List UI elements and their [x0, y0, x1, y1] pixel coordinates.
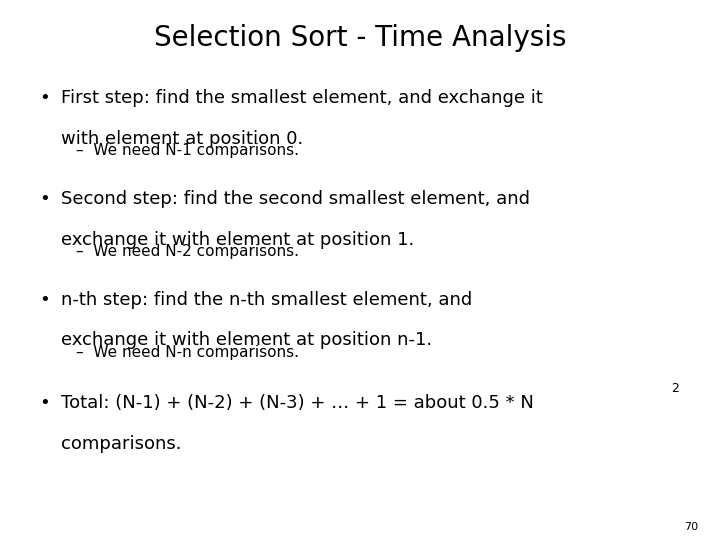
Text: exchange it with element at position 1.: exchange it with element at position 1. — [61, 231, 415, 248]
Text: 70: 70 — [684, 522, 698, 532]
Text: •: • — [40, 190, 50, 208]
Text: Total: (N-1) + (N-2) + (N-3) + … + 1 = about 0.5 * N: Total: (N-1) + (N-2) + (N-3) + … + 1 = a… — [61, 394, 534, 412]
Text: –  We need N-n comparisons.: – We need N-n comparisons. — [76, 345, 299, 360]
Text: –  We need N-2 comparisons.: – We need N-2 comparisons. — [76, 244, 299, 259]
Text: Selection Sort - Time Analysis: Selection Sort - Time Analysis — [154, 24, 566, 52]
Text: Second step: find the second smallest element, and: Second step: find the second smallest el… — [61, 190, 530, 208]
Text: 2: 2 — [671, 382, 679, 395]
Text: First step: find the smallest element, and exchange it: First step: find the smallest element, a… — [61, 89, 543, 107]
Text: n-th step: find the n-th smallest element, and: n-th step: find the n-th smallest elemen… — [61, 291, 472, 308]
Text: comparisons.: comparisons. — [61, 435, 181, 453]
Text: •: • — [40, 394, 50, 412]
Text: •: • — [40, 291, 50, 308]
Text: exchange it with element at position n-1.: exchange it with element at position n-1… — [61, 331, 432, 349]
Text: –  We need N-1 comparisons.: – We need N-1 comparisons. — [76, 143, 299, 158]
Text: with element at position 0.: with element at position 0. — [61, 130, 303, 147]
Text: •: • — [40, 89, 50, 107]
